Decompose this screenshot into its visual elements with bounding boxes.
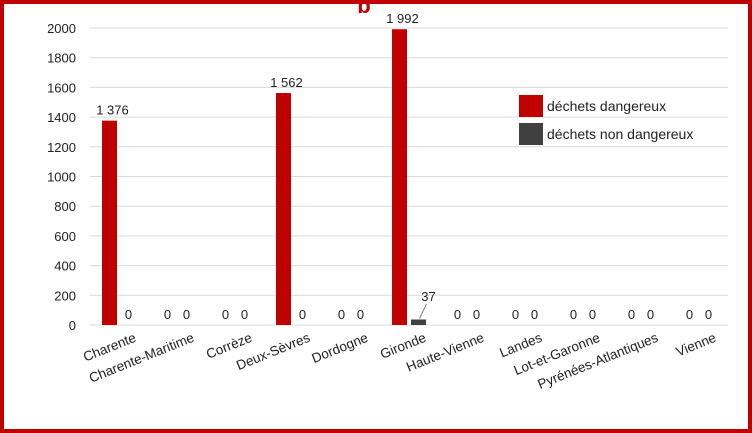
legend-label-dangerous: déchets dangereux bbox=[547, 98, 666, 114]
y-tick-label: 800 bbox=[54, 199, 76, 214]
bars bbox=[102, 29, 426, 326]
x-category-label: Vienne bbox=[674, 330, 718, 360]
y-tick-label: 400 bbox=[54, 259, 76, 274]
data-label-non-dangerous: 0 bbox=[241, 307, 248, 322]
bar-chart: 0 200 400 600 800 1000 1200 1400 1600 1800 2000 1 … bbox=[47, 11, 728, 392]
data-label-non-dangerous: 0 bbox=[357, 307, 364, 322]
y-tick-label: 1800 bbox=[47, 51, 76, 66]
data-label-dangerous: 0 bbox=[570, 307, 577, 322]
data-label-dangerous: 1 992 bbox=[386, 11, 419, 26]
gridlines bbox=[90, 27, 728, 326]
chart-title-fragment: p bbox=[357, 0, 371, 13]
data-label-dangerous: 0 bbox=[222, 307, 229, 322]
data-label-dangerous: 1 562 bbox=[270, 75, 303, 90]
data-label-dangerous: 0 bbox=[454, 307, 461, 322]
data-label-dangerous: 0 bbox=[628, 307, 635, 322]
data-label-dangerous: 0 bbox=[338, 307, 345, 322]
data-label-non-dangerous: 37 bbox=[421, 289, 435, 304]
y-axis: 0 200 400 600 800 1000 1200 1400 1600 1800 2000 bbox=[47, 21, 76, 333]
bar-non-dangerous bbox=[411, 319, 426, 325]
data-label-dangerous: 0 bbox=[164, 307, 171, 322]
data-label-non-dangerous: 0 bbox=[705, 307, 712, 322]
legend: déchets dangereux déchets non dangereux bbox=[519, 95, 693, 145]
data-label-non-dangerous: 0 bbox=[183, 307, 190, 322]
legend-label-non-dangerous: déchets non dangereux bbox=[547, 126, 693, 142]
y-tick-label: 2000 bbox=[47, 21, 76, 36]
y-tick-label: 1400 bbox=[47, 110, 76, 125]
y-tick-label: 1000 bbox=[47, 170, 76, 185]
data-label-non-dangerous: 0 bbox=[299, 307, 306, 322]
data-label-non-dangerous: 0 bbox=[589, 307, 596, 322]
data-label-non-dangerous: 0 bbox=[125, 307, 132, 322]
y-tick-label: 200 bbox=[54, 288, 76, 303]
bar-dangerous bbox=[392, 29, 407, 326]
legend-swatch-non-dangerous bbox=[519, 123, 543, 145]
data-label-dangerous: 1 376 bbox=[96, 103, 129, 118]
data-label-dangerous: 0 bbox=[512, 307, 519, 322]
data-label-non-dangerous: 0 bbox=[473, 307, 480, 322]
data-label-dangerous: 0 bbox=[686, 307, 693, 322]
legend-swatch-dangerous bbox=[519, 95, 543, 117]
bar-dangerous bbox=[276, 93, 291, 325]
y-tick-label: 600 bbox=[54, 229, 76, 244]
data-label-non-dangerous: 0 bbox=[531, 307, 538, 322]
bar-dangerous bbox=[102, 120, 117, 325]
data-label-non-dangerous: 0 bbox=[647, 307, 654, 322]
x-category-label: Dordogne bbox=[310, 330, 371, 366]
y-tick-label: 1600 bbox=[47, 80, 76, 95]
leader-line bbox=[419, 303, 427, 319]
y-tick-label: 1200 bbox=[47, 140, 76, 155]
y-tick-label: 0 bbox=[69, 318, 76, 333]
